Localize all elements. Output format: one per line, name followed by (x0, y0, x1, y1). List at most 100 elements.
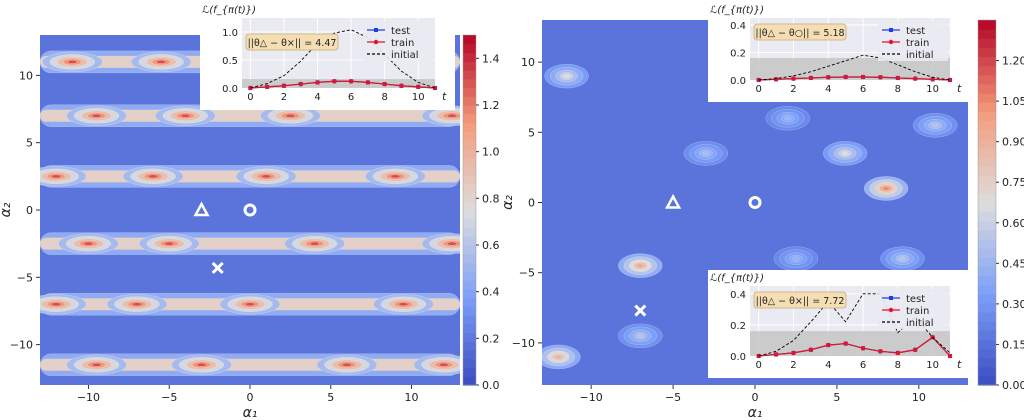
contour-level (91, 114, 102, 118)
stripe-peak (316, 354, 378, 376)
contour-level (447, 241, 457, 246)
inset-point-train (773, 352, 779, 357)
colorbar-cell (978, 302, 996, 313)
contour-level (51, 174, 61, 179)
contour-level (792, 256, 800, 261)
colorbar-cell (978, 321, 996, 331)
stripe-peak (42, 51, 103, 73)
x-tick-label: 10 (405, 391, 419, 404)
colorbar-cell (978, 375, 996, 386)
colorbar-cell (463, 376, 476, 386)
colorbar-cell (978, 38, 996, 48)
contour-level (196, 363, 207, 367)
inset-annotation-box (245, 33, 339, 51)
inset-annotation-box (753, 291, 847, 309)
colorbar-tick-label: 0.60 (1002, 217, 1024, 230)
colorbar-cell (978, 47, 996, 58)
inset-series-line-initial (758, 293, 951, 357)
inset-point-train (382, 81, 387, 87)
colorbar-cell (463, 236, 476, 246)
colorbar-cell (463, 227, 476, 237)
y-tick-label: −10 (512, 337, 535, 350)
colorbar-cell (978, 138, 996, 149)
contour-level (148, 174, 158, 179)
colorbar-cell (978, 56, 996, 67)
y-tick-label: 0 (26, 204, 33, 217)
x-tick-label: −10 (77, 391, 100, 404)
inset-series-line-initial (250, 29, 436, 89)
inset-x-tick-label: 2 (790, 360, 796, 371)
cross-marker (211, 261, 224, 274)
colorbar-tick-label: 0.0 (482, 379, 500, 392)
colorbar-cell (978, 129, 996, 140)
inset-point-train (432, 85, 438, 91)
axes-left: −10 −5 0 5 10 −10 −5 0 5 10 α₁ α₂ (0, 69, 419, 420)
markers-left (193, 201, 257, 274)
stripe-peak (365, 166, 426, 187)
x-tick-label: −10 (580, 391, 603, 404)
inset-point-train (791, 76, 796, 81)
inset-x-label: t (957, 358, 962, 371)
inset-legend-label: initial (906, 50, 934, 61)
colorbar-cell (978, 220, 996, 231)
blob (542, 344, 581, 370)
colorbar-cell (463, 315, 476, 325)
y-axis-label: α₂ (500, 195, 516, 210)
inset-x-tick-label: 4 (314, 92, 320, 103)
inset-point-train (298, 81, 303, 87)
colorbar-cell (463, 61, 476, 71)
blob (863, 176, 909, 201)
colorbar-cell (463, 122, 476, 132)
inset-annotation: ||θ△ − θ×|| = 7.72 (756, 296, 845, 307)
x-tick-label: 5 (833, 391, 840, 404)
inset-legend-marker (888, 39, 894, 45)
colorbar-cell (978, 156, 996, 167)
inset-y-tick-label: 0.5 (222, 56, 238, 67)
colorbar-cell (463, 175, 476, 185)
inset-legend-marker (889, 28, 893, 32)
contour-level (390, 174, 401, 179)
markers-right (634, 193, 762, 317)
colorbar-cell (978, 166, 996, 176)
colorbar-cell (978, 357, 996, 368)
inset-legend-label: train (906, 38, 929, 49)
x-tick-label: 10 (912, 391, 926, 404)
inset-legend-label: test (906, 294, 925, 305)
stripe-peak (284, 233, 345, 254)
x-axis-label: α₁ (748, 405, 763, 420)
colorbar-tick-label: 1.2 (482, 99, 500, 112)
colorbar-cell (463, 201, 476, 211)
stripe-peak (235, 166, 297, 187)
contour-level (563, 74, 571, 79)
colorbar-cell (463, 87, 476, 97)
inset-y-tick-label: 0.2 (730, 48, 746, 59)
inset-x-tick-label: 10 (926, 84, 939, 95)
inset-y-label: ℒ(f_{π(t)}) (710, 5, 764, 16)
inset-legend-label: initial (391, 50, 419, 61)
inset-point-train (843, 341, 848, 346)
axes-right: −10 −5 0 5 10 −10 −5 0 5 10 α₁ α₂ (500, 56, 926, 420)
colorbar-tick-label: 0.75 (1002, 176, 1024, 189)
colorbar-tick-label: 0.45 (1002, 257, 1024, 270)
inset-point-train (947, 77, 953, 83)
blob (618, 323, 663, 349)
circle-marker (243, 203, 257, 217)
inset-y-tick-label: 0.0 (222, 84, 238, 95)
colorbar-cell (463, 52, 476, 62)
inset-y-tick-label: 1.0 (222, 28, 238, 39)
inset-y-tick-label: 0.4 (730, 290, 746, 301)
inset-series-line-train (758, 76, 951, 81)
colorbar-tick-label: 1.05 (1002, 95, 1024, 108)
inset-point-train (281, 83, 287, 88)
colorbar-cell (463, 70, 476, 80)
blob (912, 113, 958, 138)
colorbar-cell (463, 96, 476, 106)
colorbar-cell (978, 111, 996, 121)
inset-point-train (791, 350, 796, 356)
colorbar-cell (978, 175, 996, 185)
colorbar-cell (463, 210, 476, 220)
colorbar-tick-label: 0.00 (1002, 379, 1024, 392)
inset-x-tick-label: 0 (247, 92, 253, 103)
x-tick-label: −5 (161, 391, 177, 404)
colorbar-cell (978, 248, 996, 258)
